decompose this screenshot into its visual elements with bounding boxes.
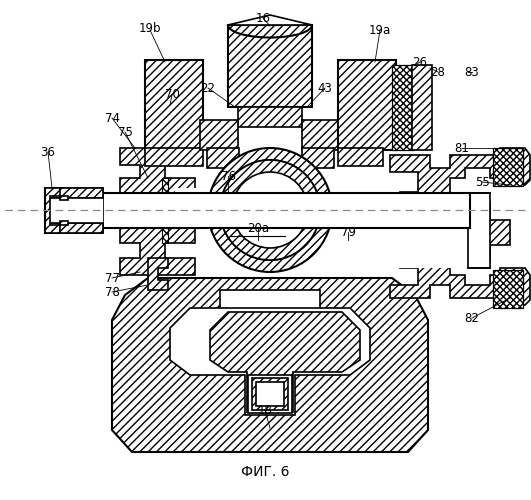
Text: 26: 26 bbox=[413, 56, 427, 68]
Bar bbox=[248, 375, 292, 413]
Bar bbox=[45, 188, 103, 198]
Polygon shape bbox=[60, 221, 68, 225]
Bar bbox=[493, 270, 523, 308]
Polygon shape bbox=[45, 183, 200, 196]
Polygon shape bbox=[500, 148, 530, 185]
Bar bbox=[207, 148, 239, 168]
Polygon shape bbox=[148, 258, 168, 290]
Polygon shape bbox=[60, 196, 68, 200]
Polygon shape bbox=[120, 148, 195, 275]
Text: 75: 75 bbox=[117, 126, 132, 138]
Text: 82: 82 bbox=[465, 312, 479, 324]
Bar bbox=[200, 120, 238, 150]
Bar bbox=[45, 188, 103, 233]
Text: 78: 78 bbox=[105, 286, 119, 298]
Text: 22: 22 bbox=[201, 82, 216, 94]
Polygon shape bbox=[500, 268, 530, 305]
Bar bbox=[228, 25, 312, 107]
Circle shape bbox=[208, 148, 332, 272]
Bar bbox=[468, 193, 490, 268]
Bar bbox=[392, 65, 414, 150]
Text: 83: 83 bbox=[465, 66, 479, 78]
Bar bbox=[220, 290, 320, 310]
Text: 79: 79 bbox=[340, 226, 355, 238]
Text: 16: 16 bbox=[255, 12, 270, 24]
Text: 18: 18 bbox=[258, 404, 272, 416]
Circle shape bbox=[220, 160, 320, 260]
Bar bbox=[45, 223, 103, 233]
Text: 19b: 19b bbox=[139, 22, 161, 35]
Text: 81: 81 bbox=[455, 142, 469, 154]
Polygon shape bbox=[228, 15, 312, 25]
Text: 55: 55 bbox=[475, 176, 490, 188]
Bar bbox=[256, 382, 284, 406]
Bar bbox=[45, 198, 103, 223]
Bar bbox=[252, 378, 288, 410]
Text: 43: 43 bbox=[318, 82, 332, 94]
Text: 36: 36 bbox=[40, 146, 55, 158]
Bar bbox=[302, 120, 340, 150]
Polygon shape bbox=[45, 188, 60, 233]
Circle shape bbox=[232, 172, 308, 248]
Bar bbox=[145, 148, 203, 166]
Polygon shape bbox=[210, 312, 360, 412]
Bar bbox=[390, 193, 490, 268]
Text: 28: 28 bbox=[431, 66, 446, 78]
Polygon shape bbox=[170, 308, 370, 415]
Polygon shape bbox=[390, 155, 510, 298]
Bar bbox=[338, 148, 383, 166]
Text: 76: 76 bbox=[220, 170, 236, 182]
Text: 20a: 20a bbox=[247, 222, 269, 234]
Bar bbox=[338, 60, 396, 150]
Text: ФИГ. 6: ФИГ. 6 bbox=[241, 465, 289, 479]
Polygon shape bbox=[112, 278, 428, 452]
Bar bbox=[238, 107, 302, 127]
Bar bbox=[302, 148, 334, 168]
Text: 74: 74 bbox=[105, 112, 119, 124]
Bar bbox=[493, 148, 523, 186]
Bar bbox=[100, 197, 440, 223]
Bar bbox=[100, 193, 470, 228]
Bar bbox=[145, 60, 203, 150]
Text: 70: 70 bbox=[165, 88, 179, 102]
Text: 77: 77 bbox=[105, 272, 119, 284]
Bar bbox=[162, 178, 168, 243]
Circle shape bbox=[220, 160, 320, 260]
Text: 19a: 19a bbox=[369, 24, 391, 36]
Bar bbox=[412, 65, 432, 150]
